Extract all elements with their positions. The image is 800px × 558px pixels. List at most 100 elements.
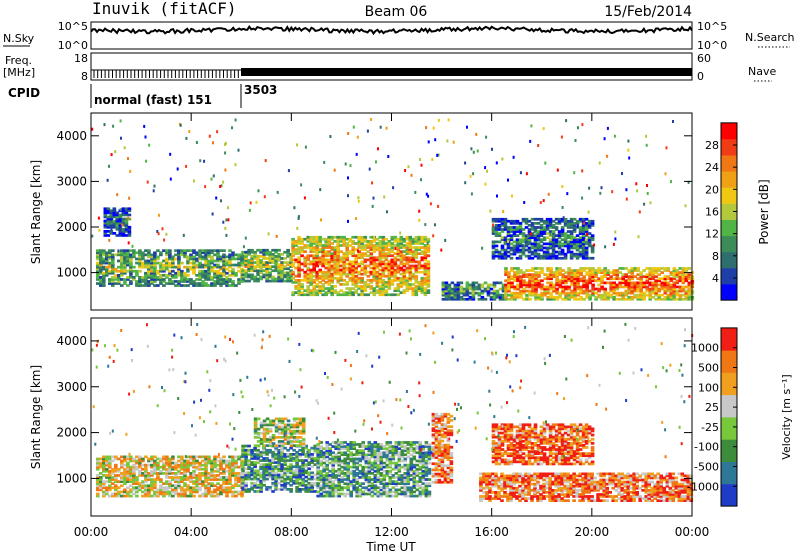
heatmap-cell bbox=[581, 169, 583, 172]
heatmap-cell bbox=[427, 261, 431, 264]
heatmap-cell bbox=[299, 436, 303, 439]
heatmap-cell bbox=[672, 120, 674, 123]
heatmap-cell bbox=[358, 200, 360, 203]
date-title: 15/Feb/2014 bbox=[604, 4, 692, 20]
beam-title: Beam 06 bbox=[365, 4, 428, 20]
heatmap-cell bbox=[434, 223, 436, 226]
heatmap-cell bbox=[231, 268, 235, 271]
heatmap-cell bbox=[128, 207, 132, 210]
heatmap-cell bbox=[540, 255, 544, 258]
heatmap-cell bbox=[225, 142, 227, 145]
heatmap-cell bbox=[373, 197, 375, 200]
heatmap-cell bbox=[561, 249, 565, 252]
colorbar-swatch bbox=[721, 268, 737, 285]
colorbar-tick-label: 12 bbox=[705, 228, 719, 241]
heatmap-cell bbox=[225, 234, 227, 237]
heatmap-cell bbox=[575, 139, 577, 142]
nave-tick-low: 0 bbox=[697, 70, 704, 83]
heatmap-cell bbox=[360, 252, 364, 255]
heatmap-cell bbox=[650, 201, 652, 204]
heatmap-cell bbox=[484, 298, 488, 301]
heatmap-cell bbox=[249, 209, 251, 212]
heatmap-cell bbox=[158, 232, 160, 235]
heatmap-cell bbox=[377, 147, 379, 150]
heatmap-cell bbox=[601, 186, 603, 189]
y-tick-label: 4000 bbox=[56, 129, 87, 143]
heatmap-cell bbox=[421, 277, 425, 280]
heatmap-cell bbox=[357, 196, 359, 199]
heatmap-cell bbox=[419, 158, 421, 161]
heatmap-cell bbox=[481, 284, 485, 287]
heatmap-cell bbox=[577, 225, 579, 228]
heatmap-cell bbox=[138, 270, 142, 273]
heatmap-cell bbox=[646, 144, 648, 147]
heatmap-cell bbox=[627, 149, 629, 152]
heatmap-cell bbox=[470, 147, 472, 150]
heatmap-cell bbox=[222, 249, 226, 252]
heatmap-cell bbox=[511, 195, 513, 198]
heatmap-cell bbox=[269, 428, 273, 431]
heatmap-cell bbox=[593, 244, 595, 247]
heatmap-cell bbox=[430, 202, 432, 205]
heatmap-cell bbox=[665, 172, 667, 175]
heatmap-cell bbox=[485, 136, 487, 139]
heatmap-cell bbox=[145, 160, 147, 163]
heatmap-cell bbox=[111, 249, 115, 252]
heatmap-cell bbox=[305, 146, 307, 149]
heatmap-cell bbox=[204, 185, 206, 188]
heatmap-cell bbox=[224, 169, 226, 172]
cpid-segment-3503: 3503 bbox=[244, 83, 277, 97]
nave-tick-high: 60 bbox=[697, 52, 711, 65]
heatmap-cell bbox=[600, 269, 604, 272]
heatmap-cell bbox=[491, 148, 493, 151]
cpid-label: CPID bbox=[8, 86, 40, 100]
heatmap-cell bbox=[427, 242, 429, 245]
heatmap-cell bbox=[607, 127, 609, 130]
heatmap-cell bbox=[212, 213, 214, 216]
heatmap-cell bbox=[646, 184, 648, 187]
heatmap-cell bbox=[286, 249, 290, 252]
heatmap-cell bbox=[347, 176, 349, 179]
heatmap-cell bbox=[355, 217, 357, 220]
heatmap-cell bbox=[453, 141, 455, 144]
heatmap-cell bbox=[645, 135, 647, 138]
heatmap-cell bbox=[394, 247, 396, 250]
heatmap-cell bbox=[180, 456, 184, 459]
heatmap-cell bbox=[114, 464, 118, 467]
heatmap-cell bbox=[224, 152, 226, 155]
heatmap-cell bbox=[600, 294, 604, 297]
heatmap-cell bbox=[168, 249, 172, 252]
heatmap-cell bbox=[504, 267, 508, 270]
heatmap-cell bbox=[599, 192, 601, 195]
heatmap-cell bbox=[540, 224, 544, 227]
nsky-trace bbox=[91, 27, 692, 34]
heatmap-cell bbox=[296, 227, 298, 230]
heatmap-cell bbox=[300, 283, 304, 286]
heatmap-cell bbox=[540, 238, 544, 241]
heatmap-cell bbox=[301, 478, 305, 481]
heatmap-cell bbox=[577, 126, 579, 129]
heatmap-cell bbox=[247, 445, 251, 448]
heatmap-cell bbox=[660, 271, 664, 274]
heatmap-cell bbox=[535, 232, 537, 235]
heatmap-cell bbox=[170, 178, 172, 181]
heatmap-cell bbox=[643, 203, 645, 206]
heatmap-cell bbox=[357, 136, 359, 139]
heatmap-cell bbox=[611, 190, 613, 193]
heatmap-cell bbox=[557, 169, 559, 172]
y-tick-label: 1000 bbox=[56, 266, 87, 280]
heatmap-cell bbox=[180, 284, 184, 287]
heatmap-cell bbox=[603, 288, 607, 291]
heatmap-cell bbox=[486, 170, 488, 173]
heatmap-cell bbox=[604, 245, 606, 248]
heatmap-cell bbox=[153, 189, 155, 192]
heatmap-cell bbox=[147, 181, 149, 184]
heatmap-cell bbox=[356, 153, 358, 156]
heatmap-cell bbox=[360, 273, 364, 276]
nsky-tick-high: 10^5 bbox=[58, 20, 88, 33]
heatmap-cell bbox=[507, 179, 509, 182]
heatmap-cell bbox=[660, 277, 664, 280]
heatmap-cell bbox=[96, 493, 100, 496]
heatmap-cell bbox=[120, 472, 124, 475]
heatmap-cell bbox=[120, 284, 124, 287]
